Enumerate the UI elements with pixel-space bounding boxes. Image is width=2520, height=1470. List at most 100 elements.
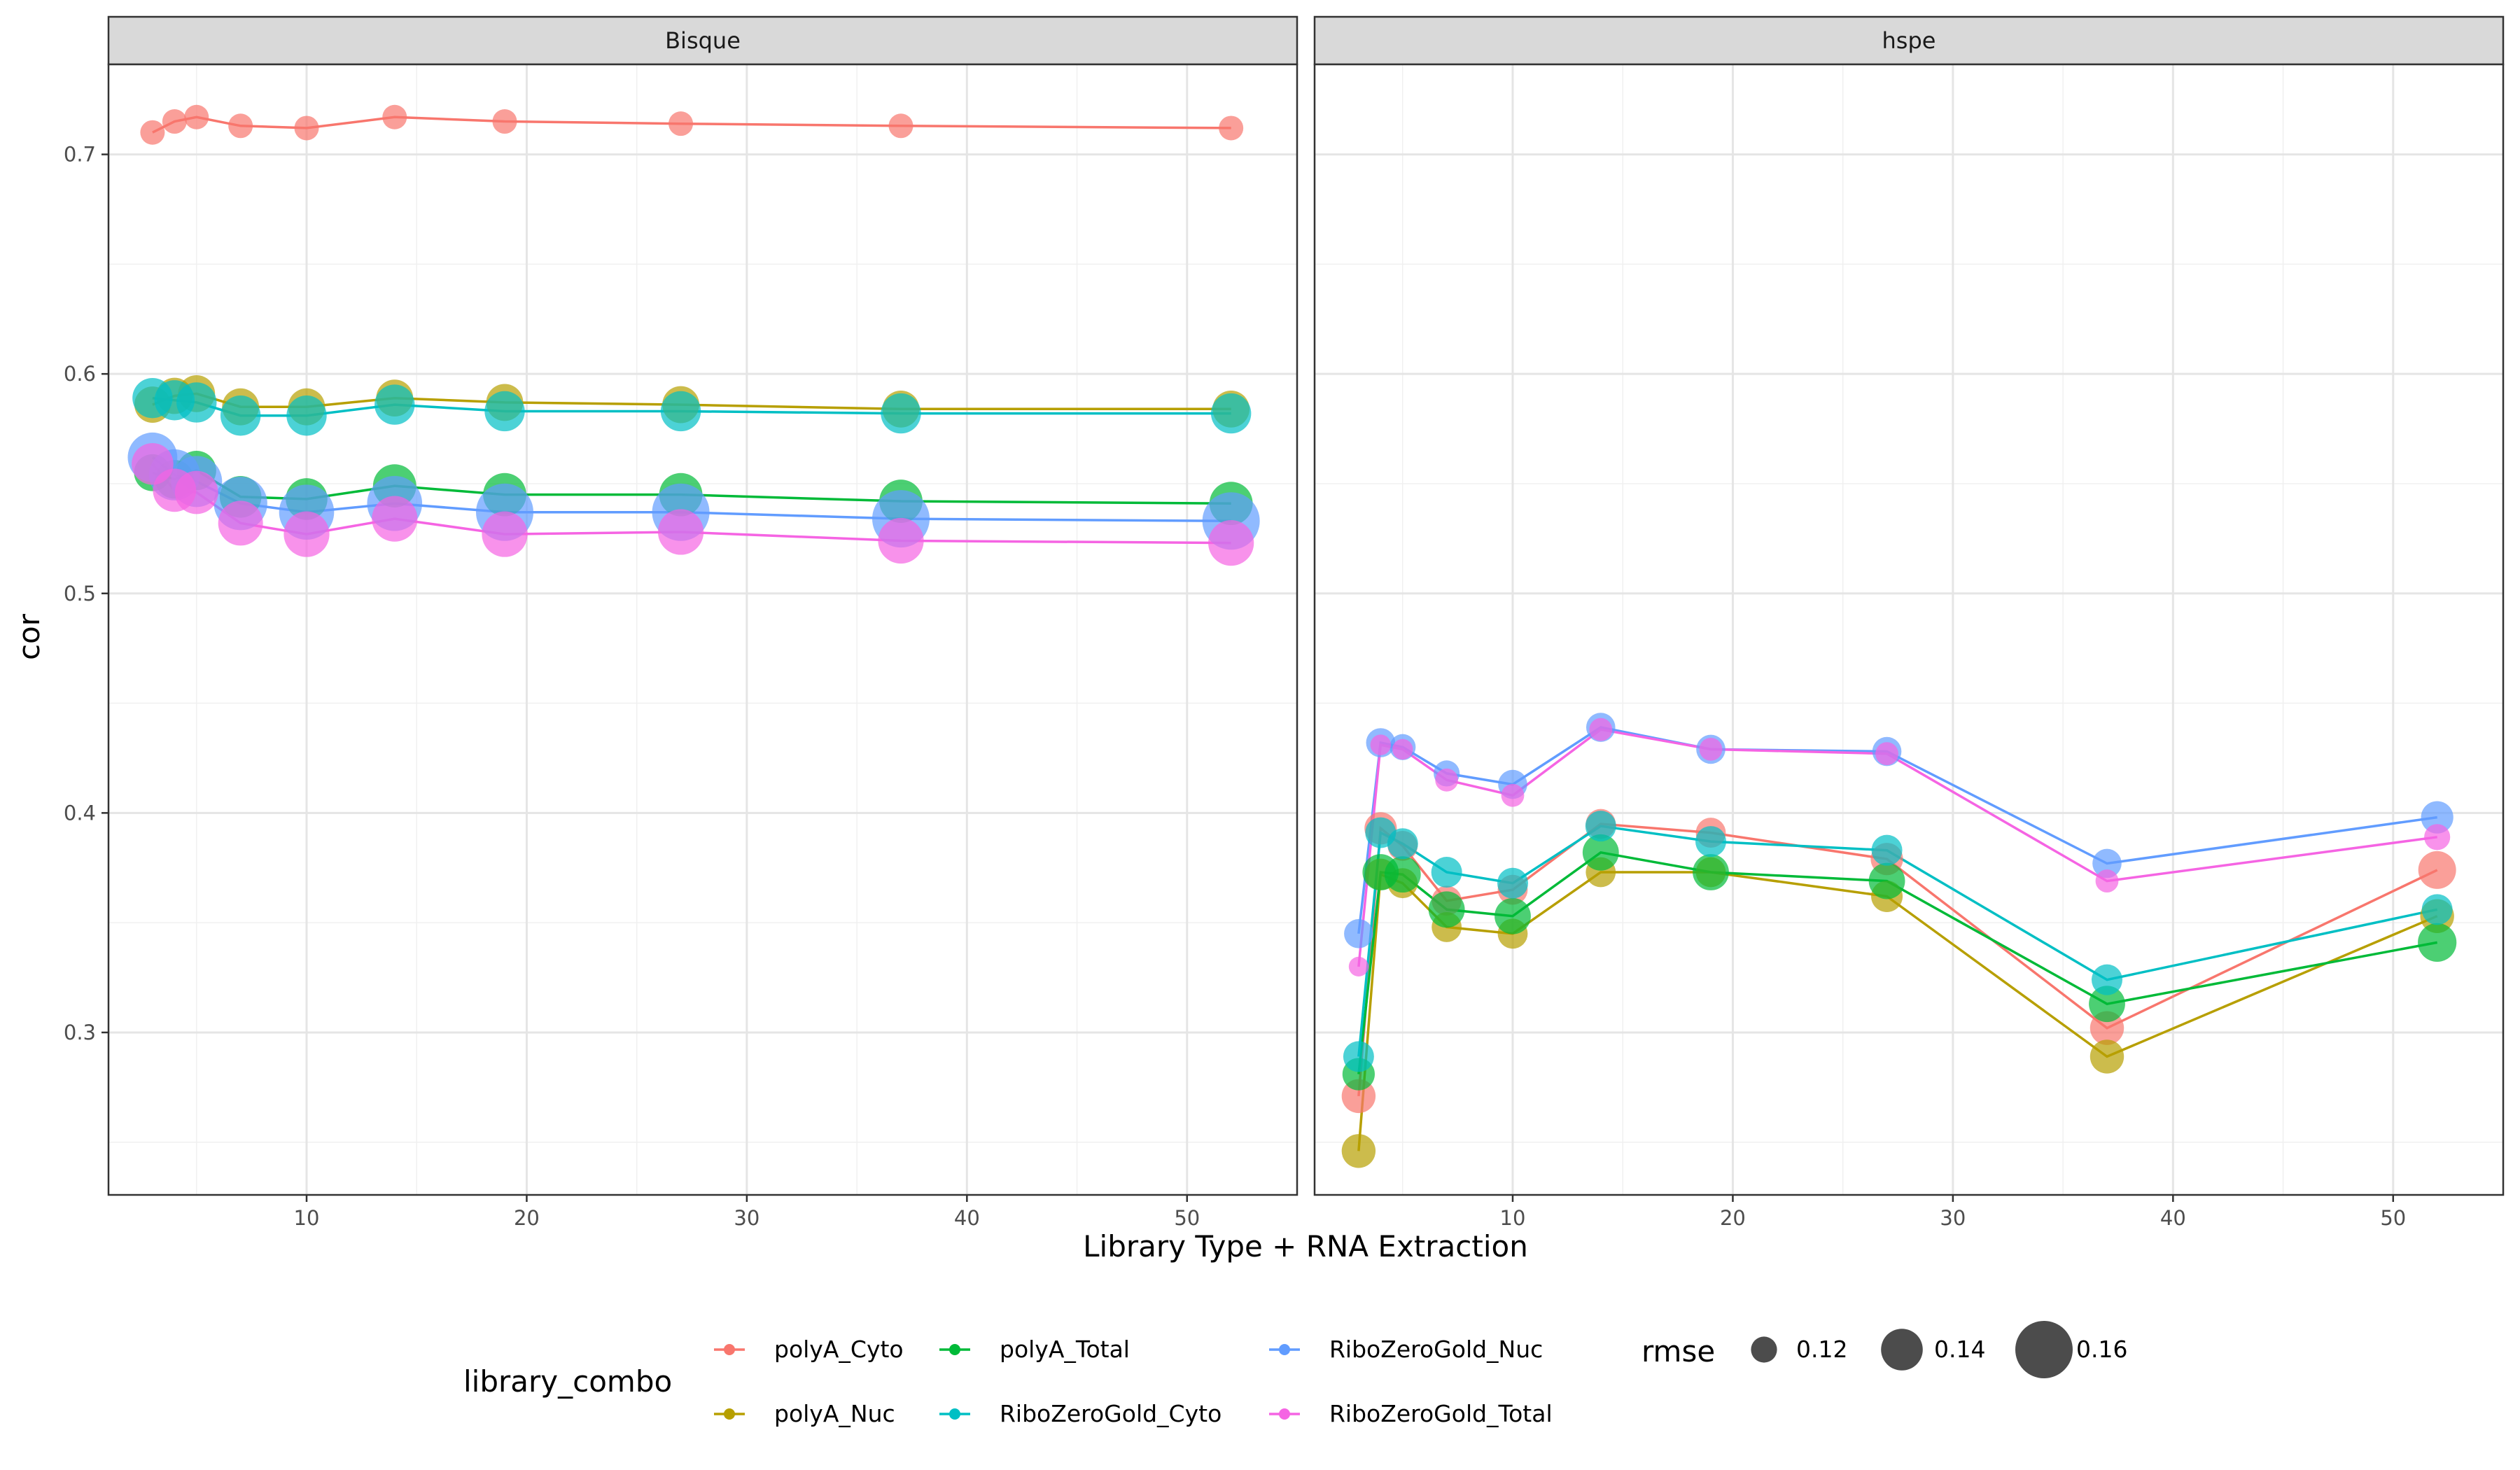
data-point-ribozerogold-cyto	[1695, 826, 1726, 858]
gridlines	[1315, 64, 2504, 1195]
y-axis: 0.3 0.4 0.5 0.6 0.7	[64, 143, 108, 1044]
panel-border	[107, 63, 1298, 1196]
data-point-polya-cyto	[162, 109, 187, 134]
series-points	[1341, 713, 2457, 1168]
facet-panels: Bisque 10 20 30 40 50 0.3 0.4 0.5 0.6 0.7 hspe 10 20 3…	[64, 15, 2505, 1230]
x-tick-label: 30	[734, 1206, 760, 1230]
legend-size-point	[1881, 1329, 1923, 1371]
y-tick-label: 0.5	[64, 582, 96, 606]
facet-hspe: hspe 10 20 30 40 50	[1313, 15, 2505, 1230]
data-point-ribozerogold-cyto	[1585, 811, 1616, 842]
x-tick-label: 50	[1174, 1206, 1200, 1230]
legend-size-point	[2015, 1321, 2073, 1378]
data-point-ribozerogold-cyto	[1343, 1041, 1374, 1072]
legend-key-point	[1279, 1344, 1290, 1355]
data-point-polya-cyto	[668, 111, 694, 136]
legend-key-ribozerogold-total: RiboZeroGold_Total	[1269, 1400, 1553, 1427]
data-point-ribozerogold-cyto	[1210, 393, 1252, 434]
x-tick-label: 20	[1720, 1206, 1746, 1230]
data-point-ribozerogold-total	[482, 511, 528, 557]
data-point-ribozerogold-total	[174, 470, 218, 514]
legend-size-key: 0.12	[1751, 1336, 1847, 1363]
data-point-ribozerogold-total	[657, 509, 704, 555]
data-point-ribozerogold-total	[1875, 742, 1898, 766]
x-tick-label: 30	[1940, 1206, 1966, 1230]
data-point-ribozerogold-cyto	[1431, 857, 1462, 888]
legend-key-polya-total: polyA_Total	[939, 1336, 1130, 1363]
legend-key-polya-cyto: polyA_Cyto	[714, 1336, 904, 1363]
data-point-ribozerogold-total	[878, 517, 924, 564]
x-tick-label: 10	[294, 1206, 320, 1230]
x-axis: 10 20 30 40 50	[294, 1195, 1200, 1230]
data-point-polya-total	[2418, 923, 2457, 962]
data-point-polya-nuc	[1341, 1134, 1376, 1168]
legend-key-point	[724, 1344, 735, 1355]
data-point-polya-total	[1384, 856, 1421, 893]
facet-strip	[1313, 15, 2505, 66]
data-point-ribozerogold-cyto	[1387, 828, 1418, 860]
legend-key-label: polyA_Total	[1000, 1336, 1130, 1363]
legend-key-ribozerogold-nuc: RiboZeroGold_Nuc	[1269, 1336, 1543, 1363]
data-point-ribozerogold-cyto	[176, 382, 217, 423]
facet-strip-label: hspe	[1882, 27, 1936, 54]
data-point-polya-cyto	[228, 113, 253, 139]
data-point-ribozerogold-cyto	[1497, 867, 1528, 899]
data-point-ribozerogold-cyto	[220, 396, 261, 436]
facet-strip	[107, 15, 1298, 66]
x-tick-label: 40	[2160, 1206, 2186, 1230]
data-point-ribozerogold-total	[2424, 824, 2451, 850]
data-point-ribozerogold-total	[1435, 768, 1459, 792]
legend-size-label: 0.16	[2076, 1336, 2127, 1363]
y-tick-label: 0.3	[64, 1021, 96, 1044]
data-point-ribozerogold-cyto	[374, 384, 415, 425]
legend-size-label: 0.12	[1796, 1336, 1847, 1363]
data-point-ribozerogold-nuc	[1344, 919, 1373, 948]
y-tick-label: 0.6	[64, 362, 96, 386]
facet-strip-label: Bisque	[665, 27, 741, 54]
legend-size-point	[1751, 1336, 1777, 1363]
facet-bisque: Bisque 10 20 30 40 50 0.3 0.4 0.5 0.6 0.7	[64, 15, 1298, 1230]
data-point-ribozerogold-total	[1348, 956, 1368, 976]
legend-size-key: 0.14	[1881, 1329, 1985, 1371]
legend-key-polya-nuc: polyA_Nuc	[714, 1400, 895, 1427]
data-point-ribozerogold-total	[1699, 738, 1723, 761]
x-tick-label: 50	[2380, 1206, 2406, 1230]
y-axis-title: cor	[12, 613, 46, 660]
legend-key-ribozerogold-cyto: RiboZeroGold_Cyto	[939, 1400, 1222, 1427]
data-point-polya-total	[1868, 862, 1905, 899]
x-tick-label: 20	[514, 1206, 540, 1230]
legend-size-key: 0.16	[2015, 1321, 2127, 1378]
data-point-ribozerogold-cyto	[881, 393, 921, 434]
data-point-polya-cyto	[294, 115, 319, 141]
data-point-ribozerogold-total	[1501, 783, 1525, 807]
data-point-polya-cyto	[382, 104, 407, 130]
data-point-ribozerogold-total	[2095, 869, 2119, 892]
data-point-ribozerogold-cyto	[484, 391, 525, 432]
legend-key-label: RiboZeroGold_Total	[1329, 1400, 1553, 1427]
legend-key-label: RiboZeroGold_Cyto	[1000, 1400, 1222, 1427]
data-point-ribozerogold-cyto	[2092, 964, 2122, 995]
x-axis-title: Library Type + RNA Extraction	[1083, 1229, 1528, 1264]
y-tick-label: 0.7	[64, 143, 96, 167]
legend-key-point	[1279, 1408, 1290, 1420]
data-point-polya-nuc	[2090, 1040, 2124, 1074]
data-point-ribozerogold-total	[1589, 718, 1613, 741]
data-point-polya-cyto	[492, 109, 517, 134]
data-point-ribozerogold-total	[284, 511, 330, 557]
legend-key-label: RiboZeroGold_Nuc	[1329, 1336, 1543, 1363]
series-points	[127, 104, 1260, 566]
legend-color-title: library_combo	[463, 1364, 672, 1399]
legend-key-label: polyA_Nuc	[774, 1400, 895, 1427]
data-point-ribozerogold-total	[372, 496, 418, 542]
panel-background	[108, 64, 1297, 1195]
legend-key-label: polyA_Cyto	[774, 1336, 904, 1363]
data-point-ribozerogold-total	[1392, 738, 1413, 760]
data-point-ribozerogold-total	[1370, 734, 1392, 755]
data-point-polya-cyto	[140, 120, 165, 145]
legend-key-point	[724, 1408, 735, 1420]
x-tick-label: 10	[1500, 1206, 1526, 1230]
legend-size-title: rmse	[1642, 1334, 1715, 1368]
panel-border	[1313, 63, 2505, 1196]
data-point-ribozerogold-nuc	[2421, 801, 2454, 834]
